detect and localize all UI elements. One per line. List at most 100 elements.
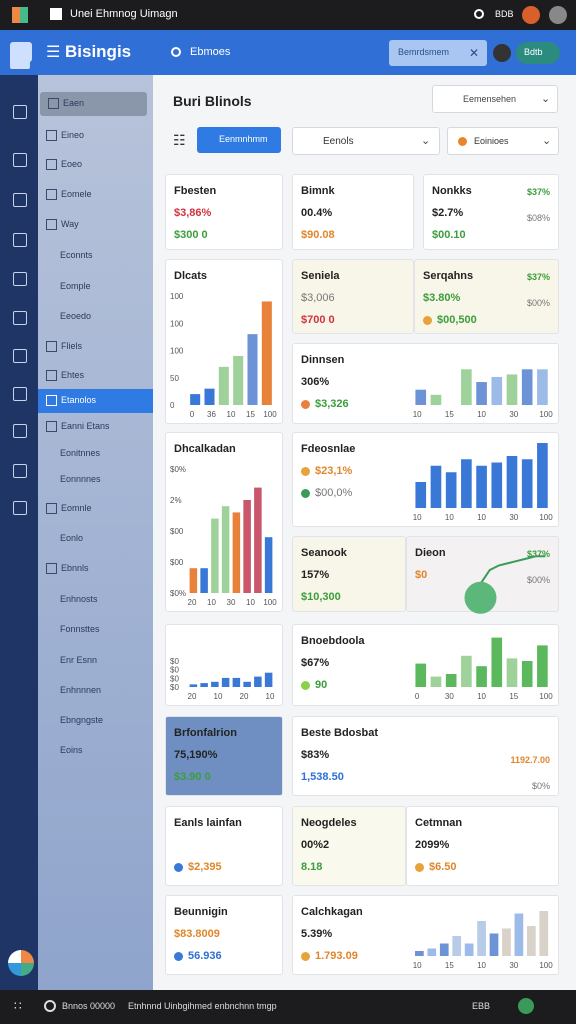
nav-icon xyxy=(46,341,57,352)
rail-icon[interactable] xyxy=(13,349,27,363)
avatar[interactable] xyxy=(549,6,567,24)
nav-item[interactable]: Ehtes xyxy=(38,364,145,388)
tray-icon[interactable] xyxy=(518,998,534,1014)
x-label: 30 xyxy=(227,598,236,607)
search-icon[interactable] xyxy=(474,9,484,19)
nav-item[interactable]: Enr Esnn xyxy=(38,649,145,673)
close-icon[interactable]: ✕ xyxy=(469,46,480,60)
rail-icon[interactable] xyxy=(10,51,30,69)
nav-icon xyxy=(46,421,57,432)
nav-icon xyxy=(46,159,57,170)
card-title: Seniela xyxy=(301,270,340,282)
search-icon[interactable] xyxy=(171,47,181,57)
nav-item[interactable]: Eomnle xyxy=(38,497,145,521)
card-title: Brfonfalrion xyxy=(174,727,237,739)
card-title: Eanls lainfan xyxy=(174,817,242,829)
x-label: 100 xyxy=(263,598,277,607)
bar xyxy=(537,443,548,508)
nav-item[interactable]: Eomele xyxy=(38,183,145,207)
rail-icon[interactable] xyxy=(13,464,27,478)
nav-item[interactable]: Ebngngste xyxy=(38,709,145,733)
x-label: 30 xyxy=(509,513,518,522)
rail-icon[interactable] xyxy=(13,501,27,515)
nav-item[interactable]: Eineo xyxy=(38,124,145,148)
card: Eanls lainfan $2,395 xyxy=(165,806,283,886)
x-label: 20 xyxy=(240,692,249,701)
avatar[interactable] xyxy=(493,44,511,62)
rail-icon[interactable] xyxy=(13,311,27,325)
bar xyxy=(254,676,262,687)
bar xyxy=(204,388,215,405)
card-title: Serqahns xyxy=(423,270,474,282)
card: Dhcalkadan $0% 2% $00 $00 $0% 20 10 30 10 100 xyxy=(165,432,283,612)
aside-metric: $37% xyxy=(526,272,550,282)
x-label: 30 xyxy=(509,410,518,419)
metric: $2.7% xyxy=(432,207,464,219)
y-label: 50 xyxy=(170,374,179,383)
cart-icon[interactable]: ☷ xyxy=(173,132,186,148)
select[interactable]: Eenols ⌄ xyxy=(292,127,440,155)
bar xyxy=(491,637,503,687)
nav-item[interactable]: Eonlo xyxy=(38,527,145,551)
nav-item[interactable]: Eonnnnes xyxy=(38,468,145,492)
card: Fbesten $3,86% $300 0 xyxy=(165,174,283,250)
select[interactable]: Eoinioes ⌄ xyxy=(447,127,559,155)
rail-icon[interactable] xyxy=(13,424,27,438)
card-title: Fbesten xyxy=(174,185,217,197)
nav-item[interactable]: Eanni Etans xyxy=(38,415,145,439)
avatar[interactable] xyxy=(522,6,540,24)
search-button[interactable]: Bemrdsmem ✕ xyxy=(389,40,487,66)
nav-label: Eonitnnes xyxy=(60,448,101,458)
nav-label: Enhnnnen xyxy=(60,685,102,695)
nav-item[interactable]: Etanolos xyxy=(38,389,153,413)
nav-item[interactable]: Way xyxy=(38,213,145,237)
nav-icon xyxy=(46,395,57,406)
app-icon xyxy=(12,7,28,23)
primary-button[interactable]: Eenmnhmm xyxy=(197,127,281,153)
nav-item[interactable]: Enhnnnen xyxy=(38,679,145,703)
nav-label: Etanolos xyxy=(61,395,97,405)
y-label: 100 xyxy=(170,347,184,356)
nav-item[interactable]: Eonitnnes xyxy=(38,442,145,466)
card: Neogdeles 00%2 8.18 xyxy=(292,806,406,886)
nav-item[interactable]: Eoeo xyxy=(38,153,145,177)
sidebar: Eaen Eineo Eoeo Eomele Way Econnts Eomple Eeoed… xyxy=(38,75,153,990)
metric: $3.90 0 xyxy=(174,771,211,783)
rail-icon[interactable] xyxy=(13,387,27,401)
nav-item[interactable]: Ebnnls xyxy=(38,557,145,581)
user-chip[interactable]: Bdtb xyxy=(516,42,560,64)
nav-item[interactable]: Eoins xyxy=(38,739,145,763)
nav-item[interactable]: Eomple xyxy=(38,275,145,299)
metric: $90.08 xyxy=(301,229,335,241)
rail-icon[interactable] xyxy=(13,105,27,119)
chart: 100 100 100 50 0 0 36 10 15 100 xyxy=(170,292,277,419)
nav-item[interactable]: Eaen xyxy=(40,92,147,116)
nav-item[interactable]: Fonnsttes xyxy=(38,618,145,642)
nav-label: Fliels xyxy=(61,341,83,351)
rail-icon[interactable] xyxy=(13,272,27,286)
search-input[interactable]: Ebmoes xyxy=(190,46,231,58)
select[interactable]: Eemensehen ⌄ xyxy=(432,85,558,113)
metric: $00,500 xyxy=(437,314,477,326)
grid-icon[interactable]: ∷ xyxy=(14,999,22,1013)
rail-icon[interactable] xyxy=(13,153,27,167)
rail-icon[interactable] xyxy=(13,233,27,247)
rail-icon[interactable] xyxy=(13,193,27,207)
help-button[interactable] xyxy=(8,950,34,976)
menu-icon[interactable]: ☰ xyxy=(46,44,61,61)
bar xyxy=(461,655,472,687)
bar xyxy=(521,661,533,687)
bar xyxy=(200,568,208,593)
bar xyxy=(211,681,219,687)
circle-icon[interactable] xyxy=(44,1000,56,1012)
x-label: 20 xyxy=(188,598,197,607)
taskbar: ∷ Bnnos 00000 Etnhnnd Uinbgihmed enbnchn… xyxy=(0,990,576,1024)
x-label: 20 xyxy=(188,692,197,701)
nav-item[interactable]: Eeoedo xyxy=(38,305,145,329)
nav-item[interactable]: Econnts xyxy=(38,244,145,268)
nav-item[interactable]: Fliels xyxy=(38,335,145,359)
nav-item[interactable]: Enhnosts xyxy=(38,588,145,612)
title-bar: Unei Ehmnog Uimagn BDB xyxy=(0,0,576,30)
card-title: Dhcalkadan xyxy=(174,443,236,455)
